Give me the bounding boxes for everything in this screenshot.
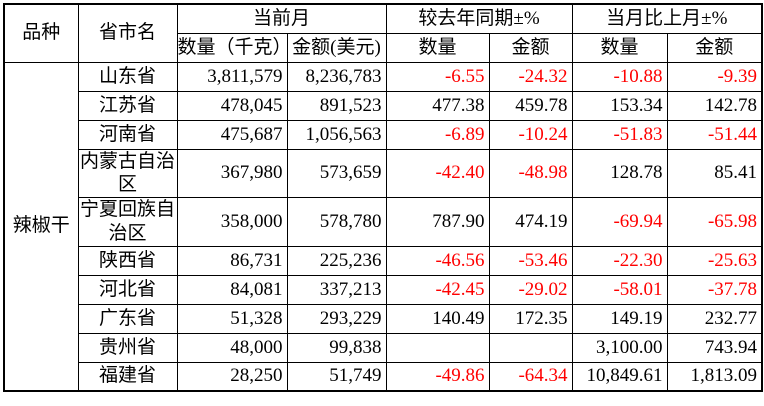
table-row: 辣椒干 山东省 3,811,579 8,236,783 -6.55 -24.32 … <box>3 61 763 392</box>
province-cell: 江苏省 <box>77 90 178 121</box>
header-row-subcolumns: 数量（千克） 金额(美元) 数量 金额 数量 金额 <box>4 32 763 63</box>
current-quantity-cell: 48,000 <box>176 332 288 363</box>
current-quantity-cell: 478,045 <box>176 90 288 121</box>
table-row: 贵州省 48,000 99,838 3,100.00 743.94 <box>4 332 763 363</box>
mom-amount-cell: 142.78 <box>666 90 763 121</box>
province-cell: 山东省 <box>77 61 178 92</box>
header-yoy-change: 较去年同期±% <box>385 3 573 34</box>
yoy-amount-cell: -64.34 <box>488 361 573 392</box>
yoy-amount-cell: -29.02 <box>488 274 573 305</box>
mom-quantity-cell: 128.78 <box>571 148 668 198</box>
mom-amount-cell: -25.63 <box>666 245 763 276</box>
table-body: 辣椒干 山东省 3,811,579 8,236,783 -6.55 -24.32 … <box>3 61 763 392</box>
export-statistics-table-wrap: 品种 省市名 当前月 较去年同期±% 当月比上月±% 数量（千克） 金额(美元)… <box>3 3 764 392</box>
mom-amount-cell: -65.98 <box>666 197 763 247</box>
mom-quantity-cell: -22.30 <box>571 245 668 276</box>
yoy-quantity-cell: -6.89 <box>385 119 490 150</box>
export-statistics-table: 品种 省市名 当前月 较去年同期±% 当月比上月±% 数量（千克） 金额(美元)… <box>3 3 764 392</box>
current-amount-cell: 573,659 <box>286 148 387 198</box>
table-row: 江苏省 478,045 891,523 477.38 459.78 153.34… <box>4 90 763 121</box>
header-variety: 品种 <box>3 3 79 63</box>
yoy-amount-cell: -10.24 <box>488 119 573 150</box>
table-row: 宁夏回族自治区 358,000 578,780 787.90 474.19 -6… <box>4 197 763 247</box>
current-quantity-cell: 86,731 <box>176 245 288 276</box>
subheader-yoy-quantity: 数量 <box>385 32 490 63</box>
mom-quantity-cell: 149.19 <box>571 303 668 334</box>
table-header: 品种 省市名 当前月 较去年同期±% 当月比上月±% 数量（千克） 金额(美元)… <box>3 3 763 63</box>
current-amount-cell: 99,838 <box>286 332 387 363</box>
current-amount-cell: 578,780 <box>286 197 387 247</box>
current-quantity-cell: 3,811,579 <box>176 61 288 92</box>
mom-quantity-cell: -69.94 <box>571 197 668 247</box>
subheader-quantity-kg: 数量（千克） <box>176 32 288 63</box>
yoy-amount-cell: -53.46 <box>488 245 573 276</box>
header-row-groups: 品种 省市名 当前月 较去年同期±% 当月比上月±% <box>3 3 763 63</box>
yoy-amount-cell: 459.78 <box>488 90 573 121</box>
current-quantity-cell: 51,328 <box>176 303 288 334</box>
table-row: 河南省 475,687 1,056,563 -6.89 -10.24 -51.8… <box>4 119 763 150</box>
mom-quantity-cell: -58.01 <box>571 274 668 305</box>
mom-amount-cell: 232.77 <box>666 303 763 334</box>
current-amount-cell: 891,523 <box>286 90 387 121</box>
yoy-quantity-cell: -42.45 <box>385 274 490 305</box>
subheader-mom-amount: 金额 <box>666 32 763 63</box>
current-amount-cell: 293,229 <box>286 303 387 334</box>
mom-amount-cell: 85.41 <box>666 148 763 198</box>
subheader-mom-quantity: 数量 <box>571 32 668 63</box>
current-quantity-cell: 358,000 <box>176 197 288 247</box>
yoy-amount-cell: -48.98 <box>488 148 573 198</box>
province-cell: 福建省 <box>77 361 178 392</box>
mom-amount-cell: 1,813.09 <box>666 361 763 392</box>
mom-quantity-cell: 153.34 <box>571 90 668 121</box>
yoy-amount-cell: 474.19 <box>488 197 573 247</box>
mom-quantity-cell: -10.88 <box>571 61 668 92</box>
table-row: 河北省 84,081 337,213 -42.45 -29.02 -58.01 … <box>4 274 763 305</box>
table-row: 陕西省 86,731 225,236 -46.56 -53.46 -22.30 … <box>4 245 763 276</box>
yoy-amount-cell <box>488 332 573 363</box>
province-cell: 宁夏回族自治区 <box>77 197 178 247</box>
yoy-amount-cell: -24.32 <box>488 61 573 92</box>
mom-quantity-cell: -51.83 <box>571 119 668 150</box>
yoy-quantity-cell: -49.86 <box>385 361 490 392</box>
province-cell: 贵州省 <box>77 332 178 363</box>
current-quantity-cell: 475,687 <box>176 119 288 150</box>
mom-amount-cell: -51.44 <box>666 119 763 150</box>
current-quantity-cell: 367,980 <box>176 148 288 198</box>
header-mom-change: 当月比上月±% <box>571 3 763 34</box>
subheader-yoy-amount: 金额 <box>488 32 573 63</box>
province-cell: 陕西省 <box>77 245 178 276</box>
subheader-amount-usd: 金额(美元) <box>286 32 387 63</box>
yoy-quantity-cell: 140.49 <box>385 303 490 334</box>
table-row: 内蒙古自治区 367,980 573,659 -42.40 -48.98 128… <box>4 148 763 198</box>
current-amount-cell: 8,236,783 <box>286 61 387 92</box>
table-row: 福建省 28,250 51,749 -49.86 -64.34 10,849.6… <box>4 361 763 392</box>
mom-amount-cell: 743.94 <box>666 332 763 363</box>
province-cell: 河南省 <box>77 119 178 150</box>
yoy-quantity-cell: -6.55 <box>385 61 490 92</box>
mom-quantity-cell: 3,100.00 <box>571 332 668 363</box>
yoy-quantity-cell: 477.38 <box>385 90 490 121</box>
yoy-amount-cell: 172.35 <box>488 303 573 334</box>
province-cell: 河北省 <box>77 274 178 305</box>
yoy-quantity-cell <box>385 332 490 363</box>
current-quantity-cell: 28,250 <box>176 361 288 392</box>
current-amount-cell: 225,236 <box>286 245 387 276</box>
variety-cell: 辣椒干 <box>3 61 79 392</box>
current-amount-cell: 1,056,563 <box>286 119 387 150</box>
mom-quantity-cell: 10,849.61 <box>571 361 668 392</box>
header-current-month: 当前月 <box>176 3 387 34</box>
yoy-quantity-cell: -46.56 <box>385 245 490 276</box>
yoy-quantity-cell: -42.40 <box>385 148 490 198</box>
mom-amount-cell: -9.39 <box>666 61 763 92</box>
yoy-quantity-cell: 787.90 <box>385 197 490 247</box>
province-cell: 广东省 <box>77 303 178 334</box>
current-amount-cell: 51,749 <box>286 361 387 392</box>
current-quantity-cell: 84,081 <box>176 274 288 305</box>
province-cell: 内蒙古自治区 <box>77 148 178 198</box>
header-province: 省市名 <box>77 3 178 63</box>
mom-amount-cell: -37.78 <box>666 274 763 305</box>
current-amount-cell: 337,213 <box>286 274 387 305</box>
table-row: 广东省 51,328 293,229 140.49 172.35 149.19 … <box>4 303 763 334</box>
